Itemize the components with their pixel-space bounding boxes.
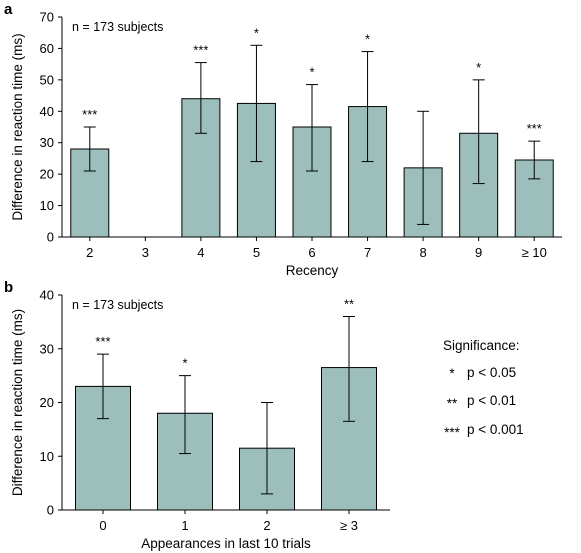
chart-a-error-bar xyxy=(250,44,263,163)
chart-a-y-tick-label: 20 xyxy=(40,167,54,182)
chart-a-annotation: n = 173 subjects xyxy=(72,20,163,34)
chart-a-significance-label: * xyxy=(254,25,259,40)
chart-a-y-axis-title: Difference in reaction time (ms) xyxy=(10,33,25,220)
chart-a-significance-label: *** xyxy=(193,43,208,58)
chart-b-x-tick-label: 1 xyxy=(181,518,188,533)
chart-a-error-bar xyxy=(417,110,430,225)
chart-a-significance-label: *** xyxy=(527,121,542,136)
chart-b-significance-label: *** xyxy=(95,334,110,349)
chart-a-x-tick-label: 8 xyxy=(419,245,426,260)
chart-a-y-tick-label: 30 xyxy=(40,135,54,150)
panel-label-a: a xyxy=(4,1,13,18)
chart-b-y-tick-label: 30 xyxy=(40,341,54,356)
chart-a-error-bar xyxy=(472,79,485,185)
chart-a-significance-label: *** xyxy=(82,107,97,122)
chart-b-significance-label: ** xyxy=(344,297,354,312)
chart-b-significance-label: * xyxy=(182,356,187,371)
panel-label-b: b xyxy=(4,279,13,296)
chart-a-x-tick-label: 9 xyxy=(475,245,482,260)
chart-b-error-bar xyxy=(179,375,191,455)
chart-a-x-tick-label: 7 xyxy=(364,245,371,260)
chart-b-error-bar xyxy=(97,353,109,420)
legend-symbol-1: * xyxy=(449,366,455,381)
chart-b-annotation: n = 173 subjects xyxy=(72,298,163,312)
chart-a-y-tick-label: 40 xyxy=(40,104,54,119)
chart-b-x-tick-label: 2 xyxy=(263,518,270,533)
legend-title: Significance: xyxy=(443,338,520,353)
chart-a-x-tick-label: 3 xyxy=(142,245,149,260)
chart-a-y-tick-label: 70 xyxy=(40,10,54,25)
significance-legend: Significance: * p < 0.05 ** p < 0.01 ***… xyxy=(443,338,524,440)
chart-a-error-bar xyxy=(194,62,207,134)
chart-b-x-axis-title: Appearances in last 10 trials xyxy=(141,536,311,551)
chart-a-y-tick-label: 0 xyxy=(47,230,54,245)
chart-a-error-bar xyxy=(528,140,541,180)
chart-b-y-tick-label: 40 xyxy=(40,288,54,303)
chart-b-error-bar xyxy=(343,316,355,422)
chart-a-x-tick-label: 4 xyxy=(197,245,204,260)
legend-label-2: p < 0.01 xyxy=(467,393,516,408)
chart-a-significance-label: * xyxy=(309,65,314,80)
chart-a-error-bar xyxy=(83,126,96,172)
legend-label-3: p < 0.001 xyxy=(467,422,524,437)
chart-b-y-tick-label: 10 xyxy=(40,449,54,464)
chart-a-significance-label: * xyxy=(365,32,370,47)
chart-a-bar xyxy=(292,126,332,238)
chart-a-y-tick-label: 10 xyxy=(40,198,54,213)
chart-a-error-bar xyxy=(361,51,374,163)
chart-b-error-bar xyxy=(261,402,273,495)
chart-a-significance-label: * xyxy=(476,60,481,75)
chart-a-x-tick-label: 5 xyxy=(253,245,260,260)
chart-b-y-tick-label: 20 xyxy=(40,395,54,410)
chart-b-y-axis-title: Difference in reaction time (ms) xyxy=(10,309,25,496)
chart-a-x-axis-title: Recency xyxy=(286,263,339,278)
chart-a-y-tick-label: 60 xyxy=(40,41,54,56)
chart-a-x-tick-label: 2 xyxy=(86,245,93,260)
legend-label-1: p < 0.05 xyxy=(467,365,516,380)
chart-b-x-tick-label: 0 xyxy=(99,518,106,533)
chart-a-error-bar xyxy=(306,84,318,172)
chart-b-x-tick-label: ≥ 3 xyxy=(340,518,358,533)
chart-a-x-tick-label: 6 xyxy=(308,245,315,260)
chart-a-y-tick-label: 50 xyxy=(40,72,54,87)
legend-symbol-3: *** xyxy=(444,425,461,440)
chart-b-y-tick-label: 0 xyxy=(47,503,54,518)
chart-a-x-tick-label: ≥ 10 xyxy=(522,245,547,260)
legend-symbol-2: ** xyxy=(447,396,458,411)
